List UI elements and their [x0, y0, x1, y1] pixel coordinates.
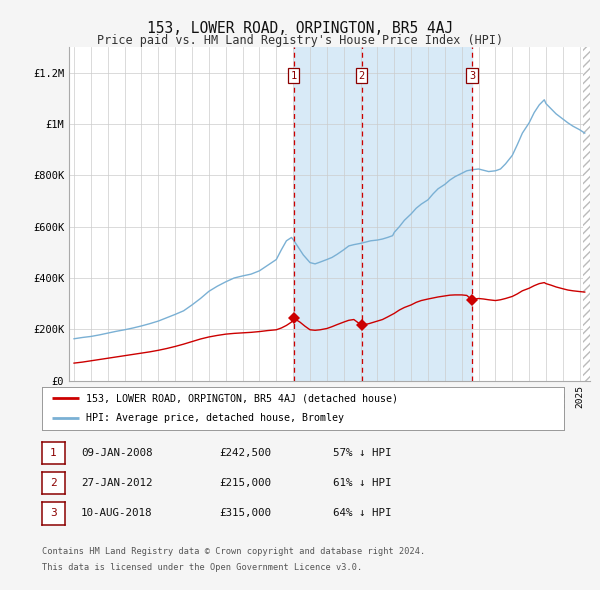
Text: 1: 1 — [50, 448, 57, 458]
Text: 2: 2 — [359, 71, 365, 80]
Text: 61% ↓ HPI: 61% ↓ HPI — [333, 478, 392, 488]
Text: Price paid vs. HM Land Registry's House Price Index (HPI): Price paid vs. HM Land Registry's House … — [97, 34, 503, 47]
Text: £215,000: £215,000 — [219, 478, 271, 488]
Text: 1: 1 — [290, 71, 297, 80]
Text: 27-JAN-2012: 27-JAN-2012 — [81, 478, 152, 488]
Text: 10-AUG-2018: 10-AUG-2018 — [81, 509, 152, 518]
Text: This data is licensed under the Open Government Licence v3.0.: This data is licensed under the Open Gov… — [42, 563, 362, 572]
Bar — [293, 47, 472, 381]
Text: 153, LOWER ROAD, ORPINGTON, BR5 4AJ: 153, LOWER ROAD, ORPINGTON, BR5 4AJ — [147, 21, 453, 35]
Text: 3: 3 — [469, 71, 475, 80]
Text: 2: 2 — [50, 478, 57, 488]
Text: 64% ↓ HPI: 64% ↓ HPI — [333, 509, 392, 518]
Text: £315,000: £315,000 — [219, 509, 271, 518]
Text: 57% ↓ HPI: 57% ↓ HPI — [333, 448, 392, 458]
Text: 153, LOWER ROAD, ORPINGTON, BR5 4AJ (detached house): 153, LOWER ROAD, ORPINGTON, BR5 4AJ (det… — [86, 393, 398, 403]
Text: £242,500: £242,500 — [219, 448, 271, 458]
Text: HPI: Average price, detached house, Bromley: HPI: Average price, detached house, Brom… — [86, 414, 344, 424]
Text: 09-JAN-2008: 09-JAN-2008 — [81, 448, 152, 458]
Text: Contains HM Land Registry data © Crown copyright and database right 2024.: Contains HM Land Registry data © Crown c… — [42, 547, 425, 556]
Text: 3: 3 — [50, 509, 57, 518]
